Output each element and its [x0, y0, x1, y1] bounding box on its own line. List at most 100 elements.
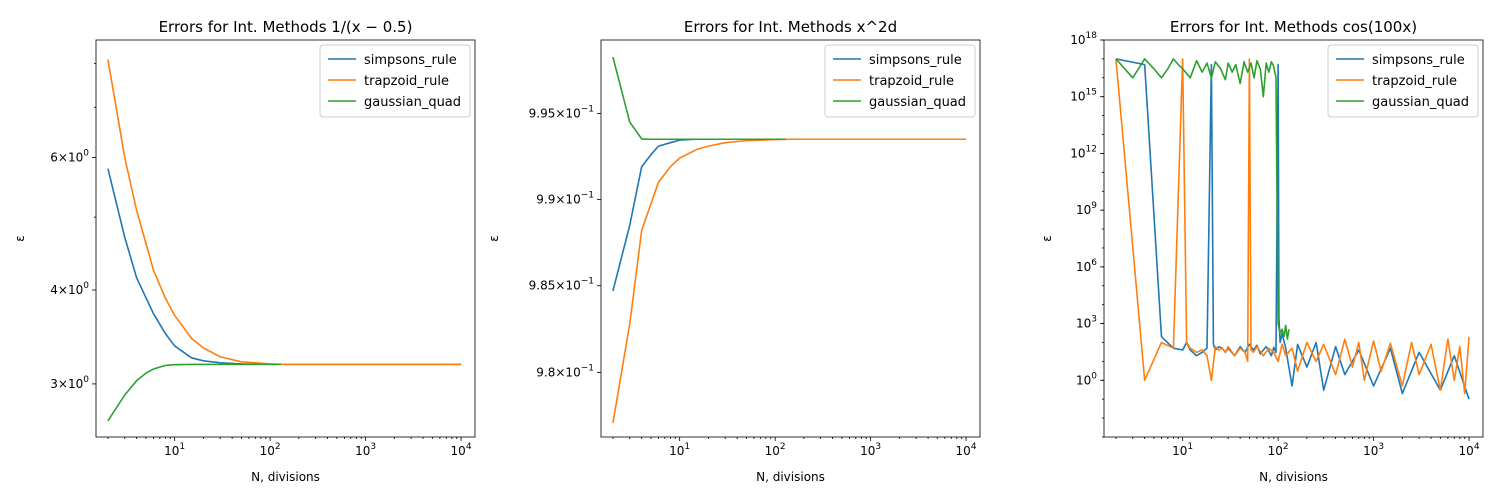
y-tick-exp: 15 [1086, 88, 1097, 98]
x-tick-exp: 3 [1378, 442, 1384, 452]
y-tick-exp: 18 [1086, 31, 1098, 41]
y-tick-base: 10 [1076, 373, 1091, 387]
y-tick-exp: −1 [581, 105, 594, 115]
y-tick-exp: 6 [1091, 258, 1097, 268]
x-tick-exp: 4 [971, 442, 977, 452]
x-tick-base: 10 [260, 444, 275, 458]
y-tick-exp: 0 [83, 375, 89, 385]
x-tick-base: 10 [1268, 444, 1283, 458]
y-tick-base: 4×10 [50, 283, 83, 297]
x-axis-label: N, divisions [1259, 470, 1328, 484]
legend-label-simpsons_rule: simpsons_rule [1372, 53, 1465, 68]
x-tick-exp: 4 [1474, 442, 1480, 452]
y-tick-base: 10 [1070, 33, 1085, 47]
y-tick-exp: 9 [1091, 201, 1097, 211]
y-tick-base: 6×10 [50, 151, 83, 165]
legend-label-simpsons_rule: simpsons_rule [364, 53, 457, 68]
x-tick-label: 103 [355, 442, 376, 458]
series-line-gaussian_quad [1115, 58, 1290, 340]
x-tick-base: 10 [860, 444, 875, 458]
x-axis-label: N, divisions [756, 470, 825, 484]
y-tick-base: 10 [1070, 90, 1085, 104]
y-tick-base: 10 [1076, 260, 1091, 274]
x-tick-base: 10 [355, 444, 370, 458]
y-tick-base: 10 [1076, 203, 1091, 217]
series-line-gaussian_quad [612, 56, 786, 141]
x-tick-base: 10 [956, 444, 971, 458]
x-tick-exp: 2 [780, 442, 786, 452]
x-tick-label: 101 [669, 442, 690, 458]
y-axis-label: ε [13, 235, 27, 242]
x-tick-exp: 3 [370, 442, 376, 452]
y-tick-label: 1015 [1070, 88, 1097, 104]
y-tick-label: 1018 [1070, 31, 1097, 47]
y-tick-label: 4×100 [50, 281, 89, 297]
x-tick-label: 103 [1363, 442, 1384, 458]
y-tick-base: 9.8×10 [536, 366, 580, 380]
legend-box [319, 44, 471, 118]
x-tick-exp: 3 [875, 442, 881, 452]
y-tick-exp: 12 [1086, 144, 1097, 154]
x-tick-base: 10 [1363, 444, 1378, 458]
legend: simpsons_rule trapzoid_rule gaussian_quad [824, 44, 976, 118]
y-tick-exp: −1 [581, 277, 594, 287]
legend-label-trapzoid_rule: trapzoid_rule [1372, 74, 1457, 89]
x-tick-label: 104 [451, 442, 472, 458]
axes-frame [1103, 39, 1484, 438]
y-tick-label: 6×100 [50, 149, 89, 165]
y-tick-label: 9.9×10−1 [536, 190, 594, 206]
chart-title: Errors for Int. Methods cos(100x) [1170, 18, 1417, 36]
x-tick-label: 104 [956, 442, 977, 458]
series-group [1115, 58, 1470, 400]
legend-label-gaussian_quad: gaussian_quad [364, 95, 461, 110]
x-tick-base: 10 [164, 444, 179, 458]
x-tick-label: 102 [260, 442, 281, 458]
legend-box [824, 44, 976, 118]
legend: simpsons_rule trapzoid_rule gaussian_quad [1327, 44, 1479, 118]
x-tick-exp: 1 [179, 442, 185, 452]
x-tick-base: 10 [451, 444, 466, 458]
y-tick-label: 9.85×10−1 [529, 277, 594, 293]
legend-box [1327, 44, 1479, 118]
y-tick-label: 1012 [1070, 144, 1097, 160]
x-tick-base: 10 [765, 444, 780, 458]
x-tick-exp: 4 [466, 442, 472, 452]
y-tick-exp: 3 [1091, 315, 1097, 325]
axes-frame [600, 39, 981, 438]
y-tick-label: 106 [1076, 258, 1097, 274]
y-tick-base: 3×10 [50, 377, 83, 391]
y-tick-label: 100 [1076, 371, 1097, 387]
y-tick-exp: −1 [581, 364, 594, 374]
series-group [612, 56, 967, 424]
legend-label-gaussian_quad: gaussian_quad [1372, 95, 1469, 110]
y-tick-label: 9.95×10−1 [529, 105, 594, 121]
y-axis-label: ε [1040, 235, 1054, 242]
y-tick-base: 10 [1076, 317, 1091, 331]
x-tick-label: 103 [860, 442, 881, 458]
y-tick-label: 103 [1076, 315, 1097, 331]
x-tick-base: 10 [1459, 444, 1474, 458]
y-tick-exp: 0 [83, 149, 89, 159]
legend: simpsons_rule trapzoid_rule gaussian_quad [319, 44, 471, 118]
y-axis-label: ε [487, 235, 501, 242]
legend-label-trapzoid_rule: trapzoid_rule [364, 74, 449, 89]
y-tick-base: 9.9×10 [536, 192, 580, 206]
y-tick-exp: 0 [83, 281, 89, 291]
x-tick-label: 101 [1172, 442, 1193, 458]
y-tick-base: 10 [1070, 146, 1085, 160]
x-tick-exp: 2 [1283, 442, 1289, 452]
x-tick-label: 102 [1268, 442, 1289, 458]
y-tick-label: 3×100 [50, 375, 89, 391]
x-tick-label: 101 [164, 442, 185, 458]
series-group [107, 59, 462, 422]
y-tick-label: 9.8×10−1 [536, 364, 594, 380]
axes-frame [95, 39, 476, 438]
legend-label-trapzoid_rule: trapzoid_rule [869, 74, 954, 89]
x-axis-label: N, divisions [251, 470, 320, 484]
y-tick-label: 109 [1076, 201, 1097, 217]
chart-title: Errors for Int. Methods 1/(x − 0.5) [159, 18, 413, 36]
x-tick-base: 10 [1172, 444, 1187, 458]
y-tick-base: 9.85×10 [529, 279, 581, 293]
